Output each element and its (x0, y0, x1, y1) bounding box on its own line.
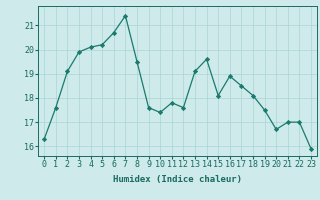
X-axis label: Humidex (Indice chaleur): Humidex (Indice chaleur) (113, 175, 242, 184)
